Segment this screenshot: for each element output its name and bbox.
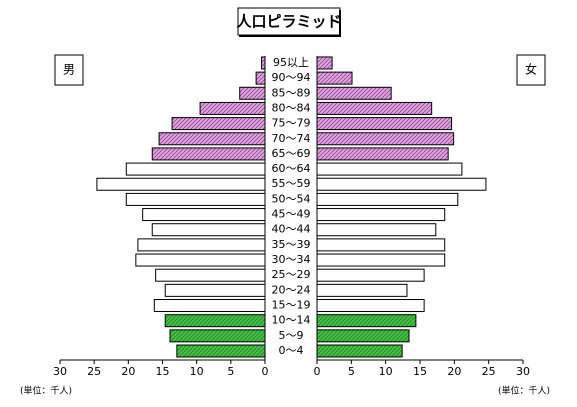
- left-label: 男: [63, 63, 75, 77]
- bar: [316, 132, 455, 146]
- bar: [316, 71, 353, 85]
- bar: [151, 147, 266, 161]
- bar: [316, 268, 425, 282]
- bar: [153, 299, 266, 313]
- category-label: 50〜54: [272, 192, 311, 205]
- x-tick-label: 25: [87, 365, 101, 378]
- left-label-box: [54, 54, 84, 86]
- bar: [199, 101, 266, 115]
- category-label: 0〜4: [279, 344, 304, 357]
- x-tick-label: 30: [516, 365, 530, 378]
- right-label-box: [516, 54, 546, 86]
- title-box: [237, 7, 341, 36]
- x-tick-label: 10: [190, 365, 204, 378]
- category-label: 20〜24: [272, 283, 311, 296]
- category-label: 75〜79: [272, 117, 311, 130]
- bar: [316, 329, 410, 343]
- x-tick-label: 20: [121, 365, 135, 378]
- bar: [316, 208, 446, 222]
- x-tick-label: 0: [262, 365, 269, 378]
- x-tick-label: 0: [314, 365, 321, 378]
- category-label: 90〜94: [272, 71, 311, 84]
- x-tick-label: 20: [447, 365, 461, 378]
- category-label: 95以上: [273, 56, 309, 69]
- x-tick-label: 15: [156, 365, 170, 378]
- category-label: 60〜64: [272, 162, 311, 175]
- bar: [316, 56, 333, 70]
- unit-label: (単位：千人): [498, 385, 550, 397]
- bar: [316, 299, 425, 313]
- bar: [316, 177, 487, 191]
- category-label: 30〜34: [272, 253, 311, 266]
- category-label: 80〜84: [272, 101, 311, 114]
- bar: [261, 56, 266, 70]
- bar: [164, 283, 266, 297]
- x-tick-label: 15: [413, 365, 427, 378]
- category-label: 70〜74: [272, 132, 311, 145]
- bar: [316, 117, 453, 131]
- bar: [137, 238, 266, 252]
- chart-title: 人口ピラミッド: [236, 13, 341, 31]
- bar: [316, 147, 449, 161]
- x-tick-label: 10: [379, 365, 393, 378]
- x-tick-label: 25: [482, 365, 496, 378]
- bar: [316, 314, 417, 328]
- bar: [316, 253, 446, 267]
- bar: [239, 86, 266, 100]
- category-label: 85〜89: [272, 86, 311, 99]
- bar: [125, 162, 266, 176]
- bar: [158, 132, 266, 146]
- bar: [316, 223, 437, 237]
- bar: [255, 71, 266, 85]
- bar: [151, 223, 266, 237]
- bar: [316, 86, 392, 100]
- category-label: 10〜14: [272, 314, 311, 327]
- bar: [135, 253, 266, 267]
- category-label: 15〜19: [272, 299, 311, 312]
- bar: [316, 101, 433, 115]
- category-label: 35〜39: [272, 238, 311, 251]
- category-label: 55〜59: [272, 177, 311, 190]
- bar: [96, 177, 266, 191]
- category-label: 40〜44: [272, 223, 311, 236]
- x-tick-label: 5: [227, 365, 234, 378]
- bar: [316, 162, 463, 176]
- bar: [316, 283, 408, 297]
- bar: [171, 117, 266, 131]
- category-label: 45〜49: [272, 208, 311, 221]
- category-label: 5〜9: [279, 329, 304, 342]
- x-tick-label: 30: [53, 365, 67, 378]
- bar: [169, 329, 266, 343]
- x-tick-label: 5: [348, 365, 355, 378]
- bar: [316, 192, 459, 206]
- category-label: 65〜69: [272, 147, 311, 160]
- bar: [142, 208, 266, 222]
- bar: [155, 268, 266, 282]
- category-label: 25〜29: [272, 268, 311, 281]
- bar: [316, 344, 403, 358]
- unit-label: (単位：千人): [20, 385, 72, 397]
- bar: [164, 314, 266, 328]
- right-label: 女: [525, 62, 537, 77]
- bar: [176, 344, 266, 358]
- bar: [125, 192, 266, 206]
- bar: [316, 238, 446, 252]
